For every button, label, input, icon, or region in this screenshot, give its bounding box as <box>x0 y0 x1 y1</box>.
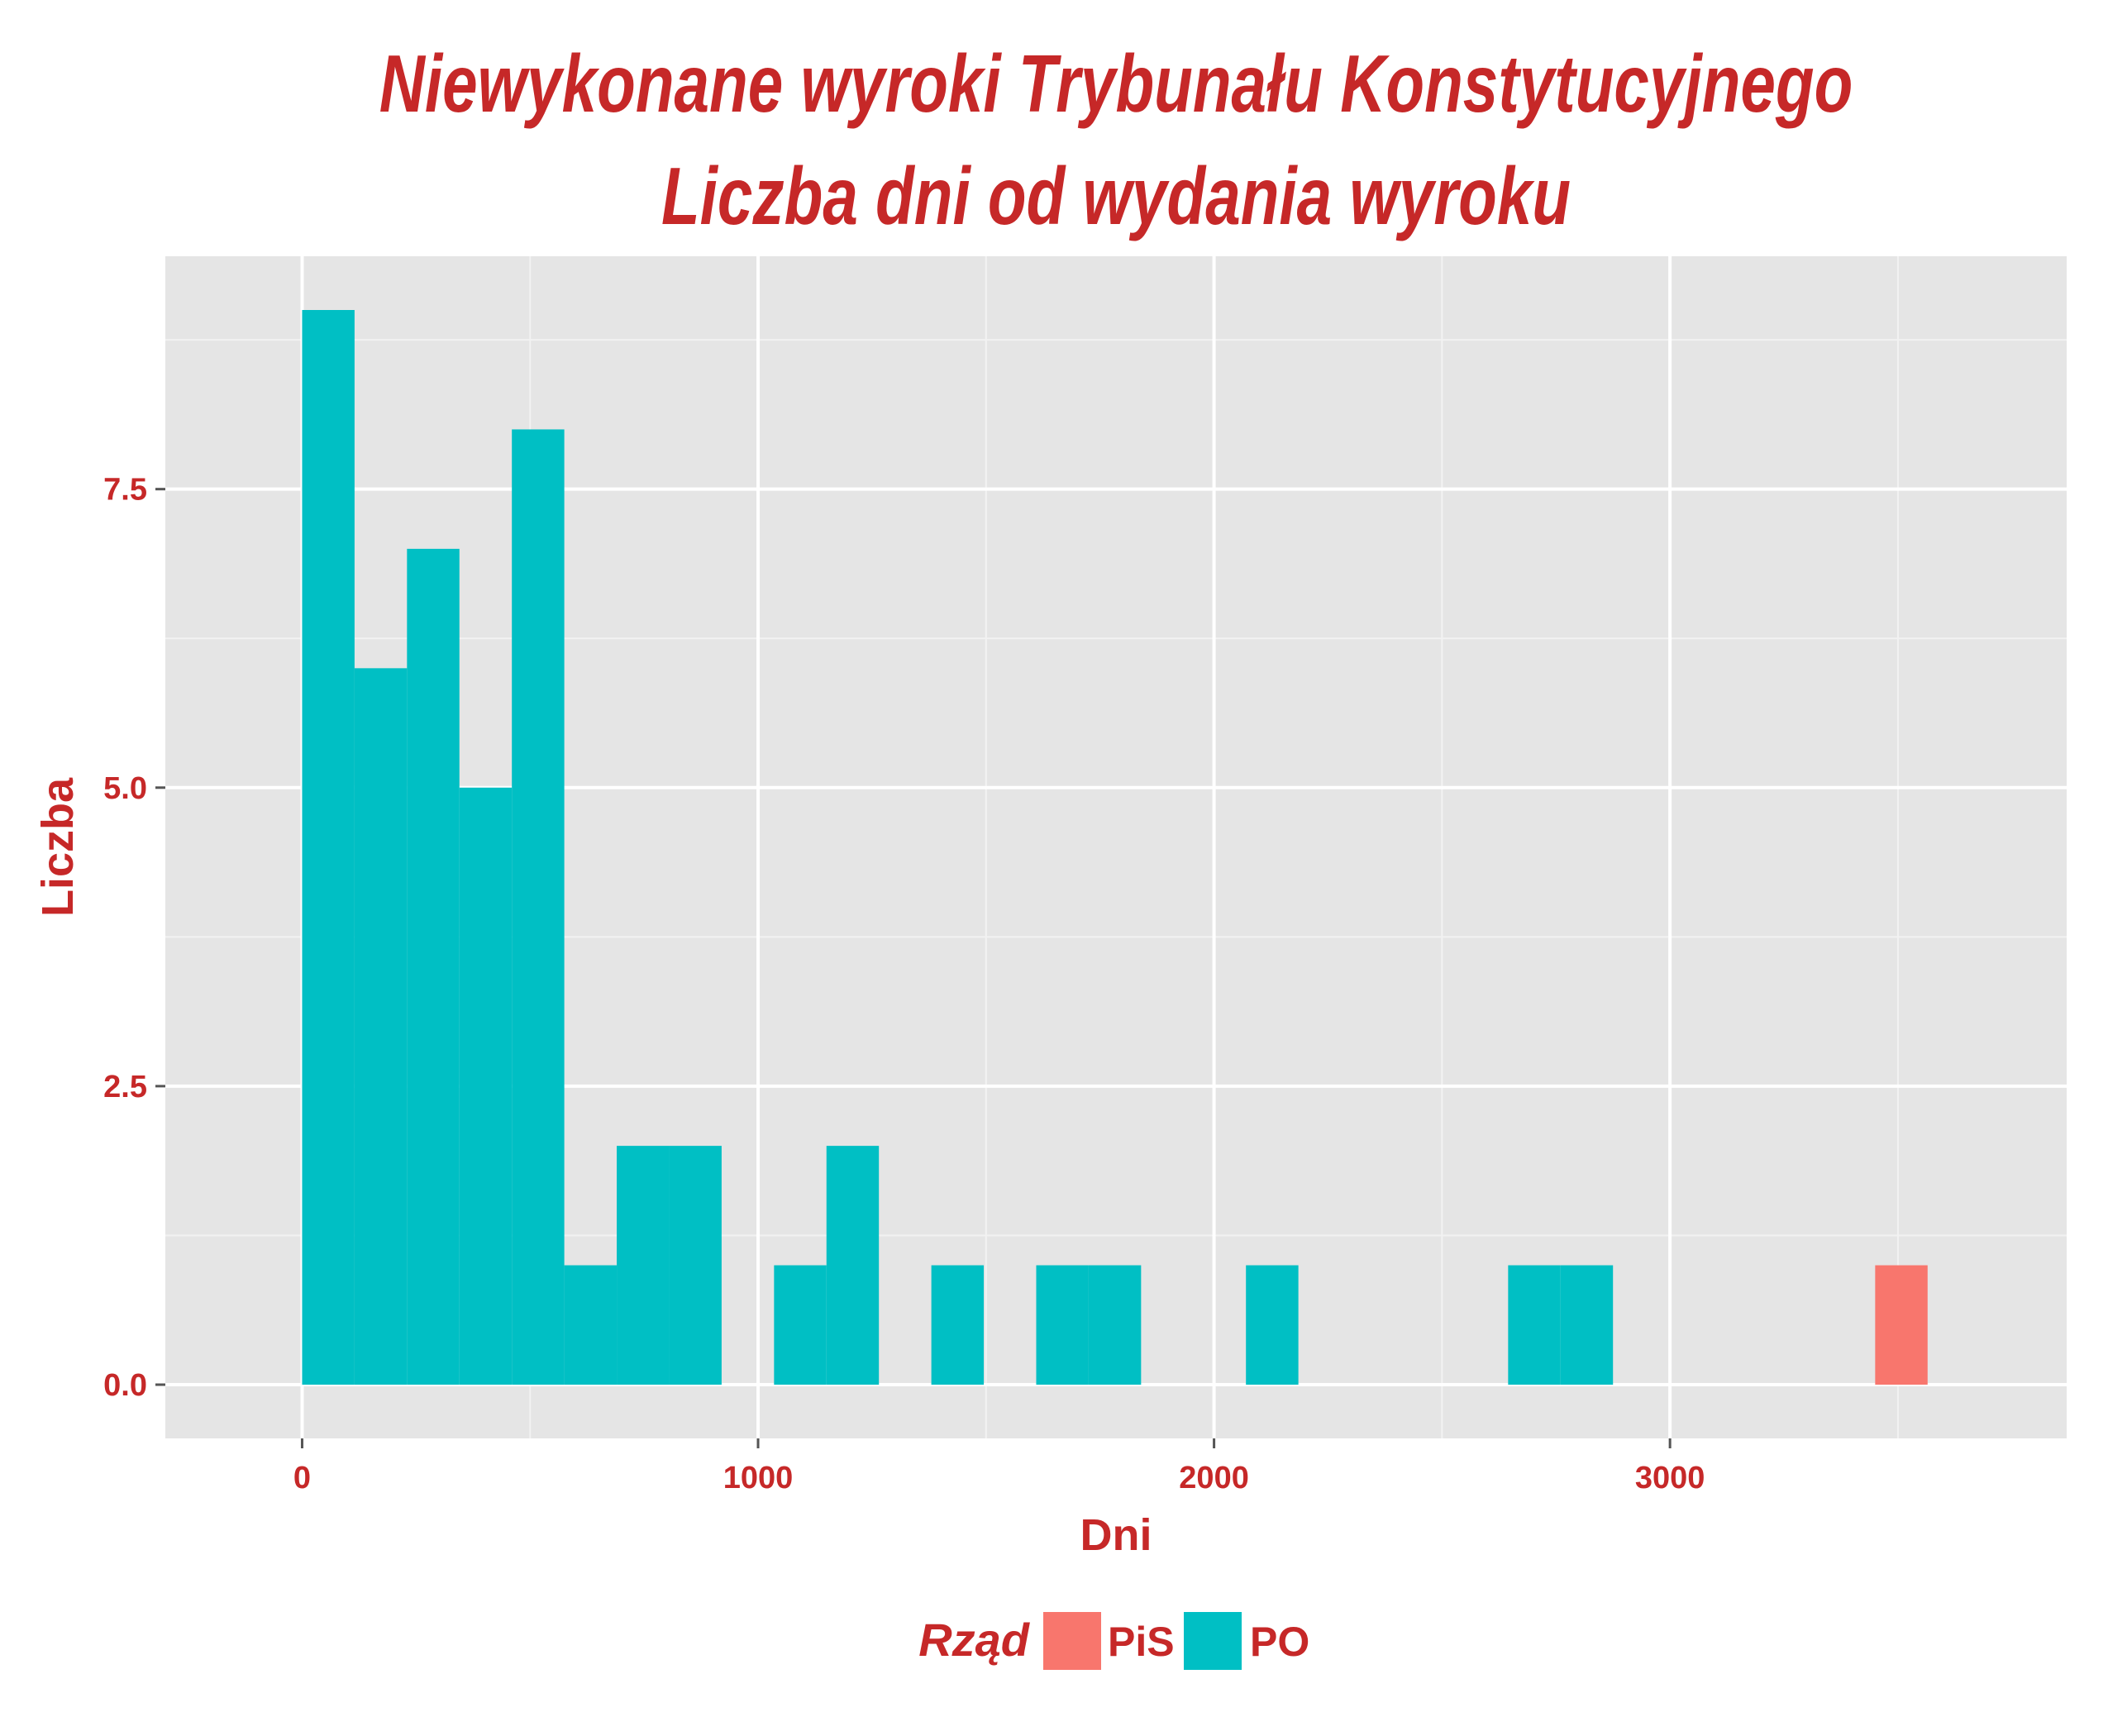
axis-ticks <box>155 488 1672 1448</box>
bar-po <box>1246 1265 1299 1385</box>
bar-po <box>774 1265 827 1385</box>
y-tick-labels: 0.0 2.5 5.0 7.5 <box>103 473 147 1403</box>
y-tick-label: 0.0 <box>103 1368 147 1403</box>
bar-pis <box>1875 1265 1928 1385</box>
bar-po <box>617 1146 670 1385</box>
x-tick-label: 2000 <box>1179 1461 1249 1495</box>
bar-po <box>1036 1265 1089 1385</box>
bar-po <box>354 668 408 1385</box>
chart-subtitle: Liczba dni od wydania wyroku <box>661 150 1571 241</box>
bar-po <box>564 1265 618 1385</box>
y-tick-label: 7.5 <box>103 473 147 508</box>
bar-po <box>1560 1265 1614 1385</box>
chart-title: Niewykonane wyroki Trybunału Konstytucyj… <box>379 38 1853 129</box>
bar-po <box>302 310 355 1385</box>
x-tick-label: 1000 <box>723 1461 794 1495</box>
bar-po <box>1088 1265 1142 1385</box>
bar-po <box>512 429 565 1385</box>
bar-po <box>1508 1265 1561 1385</box>
legend: Rząd PiS PO <box>918 1612 1309 1670</box>
x-tick-label: 0 <box>293 1461 311 1495</box>
legend-title: Rząd <box>918 1614 1031 1666</box>
x-tick-label: 3000 <box>1635 1461 1705 1495</box>
y-tick-label: 2.5 <box>103 1070 147 1104</box>
bar-po <box>931 1265 985 1385</box>
legend-label-po: PO <box>1250 1619 1309 1665</box>
bar-po <box>826 1146 880 1385</box>
bar-po <box>407 548 460 1385</box>
legend-key-po <box>1184 1612 1242 1670</box>
y-axis-title: Liczba <box>33 777 83 917</box>
x-axis-title: Dni <box>1080 1510 1152 1560</box>
y-tick-label: 5.0 <box>103 771 147 806</box>
bar-po <box>669 1146 722 1385</box>
x-tick-labels: 0 1000 2000 3000 <box>293 1461 1705 1495</box>
bars <box>302 310 1928 1385</box>
legend-label-pis: PiS <box>1108 1619 1175 1665</box>
legend-key-pis <box>1043 1612 1101 1670</box>
bar-po <box>459 787 513 1385</box>
